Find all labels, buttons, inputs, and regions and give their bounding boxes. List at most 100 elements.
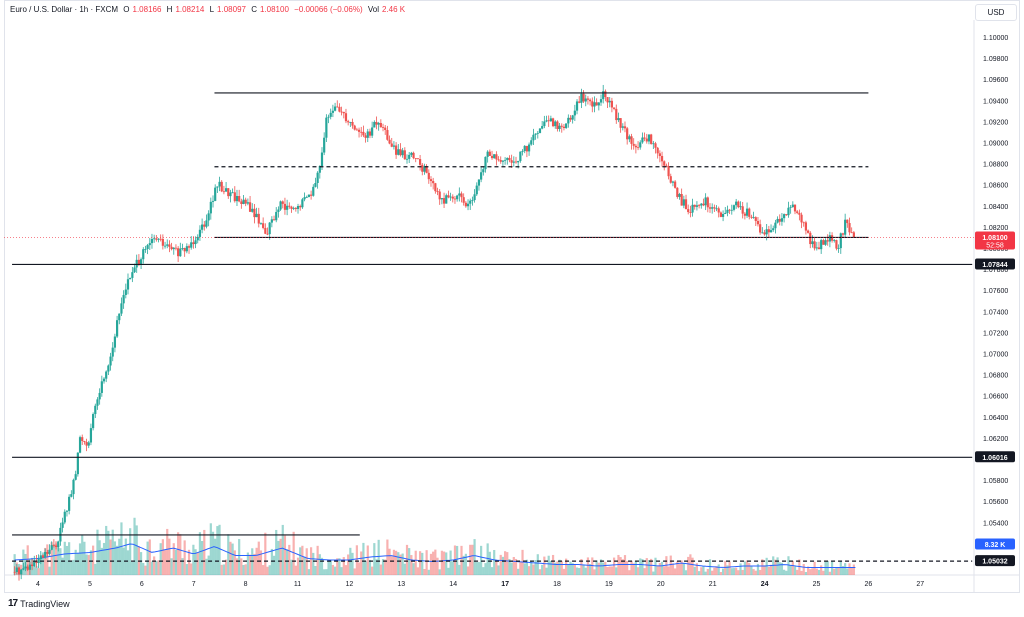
candle-body bbox=[730, 209, 733, 211]
candle-body bbox=[207, 213, 210, 221]
candle-body bbox=[353, 125, 356, 130]
price-tick-label: 1.08800 bbox=[983, 162, 1008, 169]
volume-bar bbox=[214, 538, 217, 575]
candle-body bbox=[305, 196, 308, 198]
candle-body bbox=[89, 428, 93, 443]
candle-body bbox=[205, 220, 208, 227]
volume-bar bbox=[124, 538, 127, 575]
volume-bar bbox=[719, 572, 723, 575]
symbol-title[interactable]: Euro / U.S. Dollar · 1h · FXCM bbox=[10, 5, 119, 14]
volume-bar bbox=[390, 556, 393, 575]
volume-bar bbox=[680, 560, 683, 575]
candle-body bbox=[395, 145, 398, 155]
price-tick-label: 1.10000 bbox=[983, 35, 1008, 42]
candle-body bbox=[517, 160, 520, 163]
volume-bar bbox=[329, 559, 332, 575]
volume-bar bbox=[279, 538, 282, 575]
candle-body bbox=[593, 102, 596, 107]
candle-body bbox=[83, 441, 86, 442]
volume-bar bbox=[98, 540, 101, 575]
candle-body bbox=[133, 267, 136, 273]
candle-body bbox=[658, 153, 661, 156]
volume-bar bbox=[146, 541, 149, 575]
candle-body bbox=[222, 191, 226, 193]
candle-body bbox=[501, 160, 505, 162]
candle-body bbox=[242, 199, 245, 204]
volume-bar bbox=[187, 549, 191, 575]
candle-body bbox=[650, 134, 653, 144]
candle-body bbox=[606, 97, 609, 103]
volume-bar bbox=[504, 551, 507, 575]
volume-bar bbox=[510, 562, 513, 575]
candle-body bbox=[153, 238, 156, 240]
volume-bar bbox=[377, 539, 380, 575]
candle-body bbox=[33, 560, 36, 567]
vol-value: 2.46 K bbox=[382, 5, 406, 14]
candle-body bbox=[519, 151, 522, 161]
candle-body bbox=[774, 222, 777, 229]
volume-bar bbox=[355, 545, 358, 575]
candle-body bbox=[767, 229, 770, 233]
candle-body bbox=[131, 272, 134, 278]
volume-bar bbox=[556, 561, 559, 575]
candle-body bbox=[721, 213, 725, 217]
volume-bar bbox=[37, 568, 40, 575]
volume-bar bbox=[610, 566, 614, 575]
volume-bar bbox=[436, 557, 439, 575]
volume-bar bbox=[131, 562, 134, 575]
candle-body bbox=[824, 240, 827, 245]
candle-body bbox=[397, 149, 400, 155]
candle-body bbox=[741, 206, 744, 214]
candle-body bbox=[728, 209, 731, 211]
volume-bar bbox=[739, 563, 742, 575]
candle-body bbox=[752, 217, 755, 218]
candle-body bbox=[543, 121, 546, 127]
volume-bar bbox=[639, 558, 642, 575]
candle-body bbox=[560, 125, 563, 127]
candle-body bbox=[338, 106, 341, 112]
candle-body bbox=[671, 181, 675, 183]
volume-bar bbox=[523, 563, 526, 575]
volume-bar bbox=[386, 539, 389, 575]
volume-bar bbox=[364, 561, 367, 575]
volume-bar bbox=[676, 561, 679, 575]
candle-body bbox=[578, 101, 581, 103]
candle-body bbox=[589, 99, 592, 102]
volume-bar bbox=[35, 566, 38, 575]
candle-body bbox=[785, 214, 788, 216]
volume-bar bbox=[133, 517, 136, 575]
volume-bar bbox=[163, 550, 167, 575]
volume-bar bbox=[220, 564, 223, 575]
time-tick-label: 17 bbox=[501, 581, 509, 588]
volume-bar bbox=[606, 566, 609, 575]
volume-bar bbox=[660, 561, 664, 575]
volume-bar bbox=[759, 569, 762, 575]
candle-body bbox=[796, 211, 799, 213]
volume-bar bbox=[682, 562, 685, 575]
brand-name: TradingView bbox=[20, 598, 70, 609]
candle-body bbox=[780, 218, 784, 222]
price-tick-label: 1.08400 bbox=[983, 204, 1008, 211]
candle-body bbox=[480, 172, 483, 180]
candle-body bbox=[418, 159, 422, 165]
candle-body bbox=[458, 193, 461, 196]
currency-button[interactable]: USD bbox=[975, 4, 1017, 21]
candle-body bbox=[717, 208, 720, 213]
candle-body bbox=[26, 566, 29, 570]
candle-body bbox=[355, 129, 358, 131]
candle-body bbox=[366, 131, 369, 138]
candle-body bbox=[626, 128, 629, 140]
candle-body bbox=[512, 161, 515, 163]
volume-bar bbox=[569, 561, 572, 575]
candle-body bbox=[327, 116, 330, 118]
time-tick-label: 20 bbox=[657, 581, 665, 588]
tradingview-logo-icon[interactable]: 17 bbox=[8, 598, 18, 609]
volume-bar bbox=[76, 553, 79, 575]
candle-body bbox=[20, 569, 23, 575]
volume-bar bbox=[578, 568, 581, 575]
candle-body bbox=[159, 238, 162, 240]
candle-body bbox=[41, 555, 45, 558]
volume-bar bbox=[70, 560, 73, 575]
candle-body bbox=[15, 567, 18, 573]
